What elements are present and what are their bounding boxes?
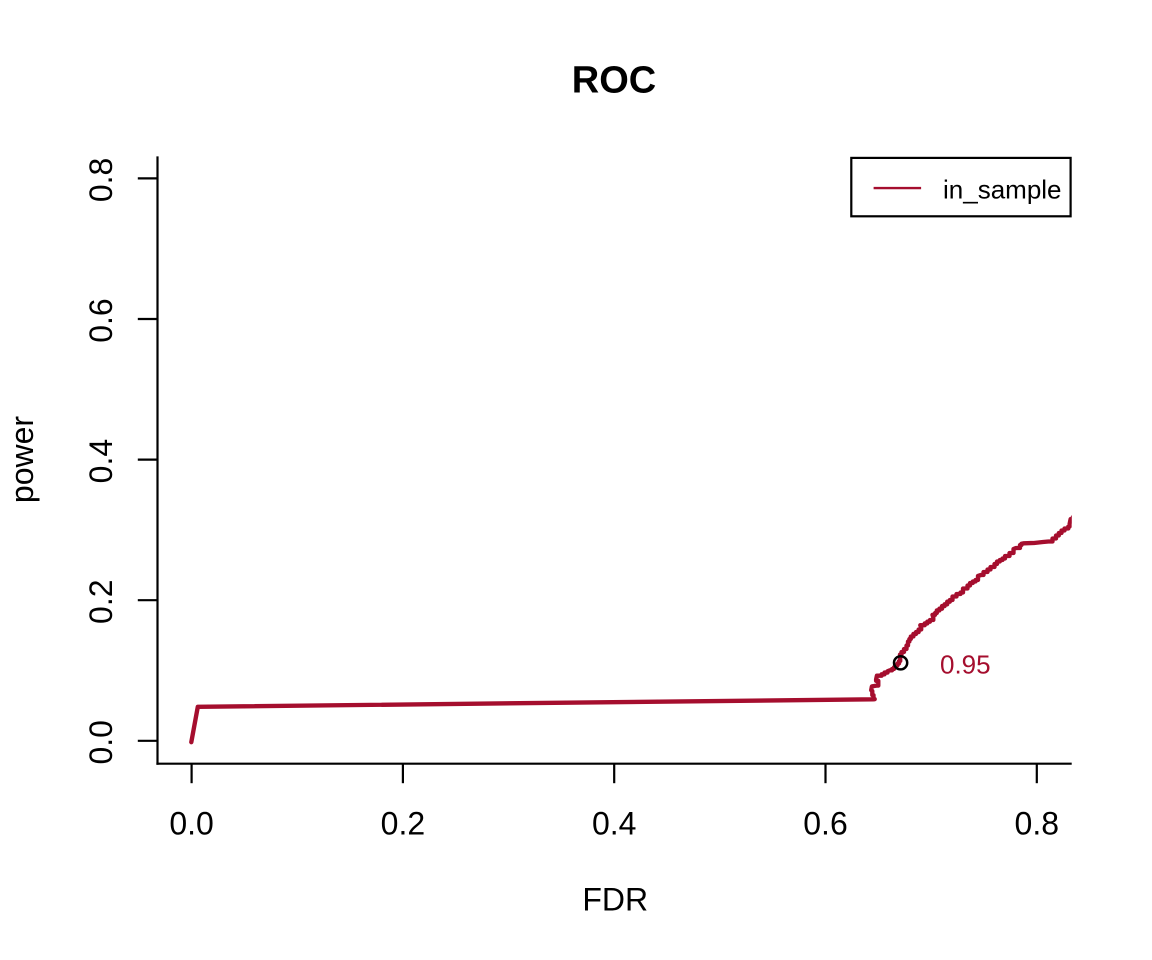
svg-text:0.6: 0.6	[83, 298, 119, 342]
svg-text:ROC: ROC	[572, 60, 656, 102]
svg-text:0.2: 0.2	[83, 579, 119, 623]
svg-text:0.4: 0.4	[83, 439, 119, 483]
svg-text:0.8: 0.8	[1015, 806, 1059, 842]
svg-text:in_sample: in_sample	[943, 175, 1062, 205]
svg-text:0.8: 0.8	[83, 158, 119, 202]
svg-text:0.0: 0.0	[169, 806, 213, 842]
svg-text:FDR: FDR	[582, 882, 648, 918]
svg-text:0.4: 0.4	[592, 806, 636, 842]
svg-text:0.95: 0.95	[940, 650, 991, 680]
svg-text:0.2: 0.2	[381, 806, 425, 842]
svg-text:0.0: 0.0	[83, 720, 119, 764]
svg-text:power: power	[4, 416, 40, 504]
svg-text:0.6: 0.6	[803, 806, 847, 842]
